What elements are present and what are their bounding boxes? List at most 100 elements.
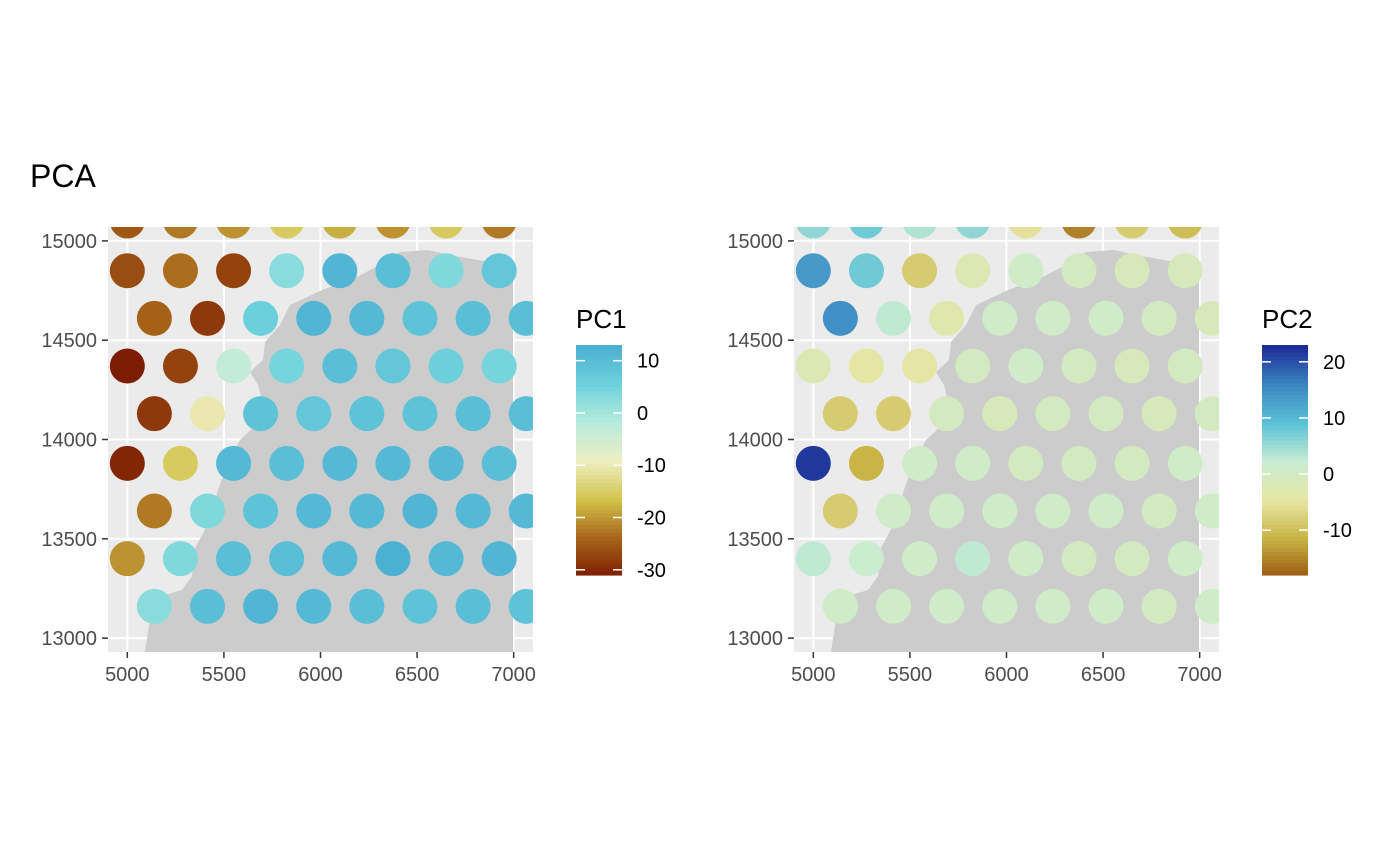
- spot-point: [136, 493, 172, 529]
- pc2-panel: 5000 5500 6000 6500 7000 13000 13500 14000 14500…: [727, 227, 1222, 686]
- legend-gradient-band: [576, 356, 622, 361]
- legend-gradient-band: [576, 571, 622, 576]
- x-tick-label: 5500: [202, 664, 247, 686]
- legend-gradient-band: [576, 414, 622, 419]
- legend-gradient-band: [1262, 571, 1308, 576]
- legend-gradient-band: [576, 517, 622, 522]
- legend-gradient-band: [576, 387, 622, 392]
- legend-gradient-band: [1262, 509, 1308, 515]
- legend-gradient-band: [1262, 502, 1308, 507]
- spot-point: [243, 396, 279, 432]
- spot-point: [1061, 541, 1097, 577]
- spot-point: [1088, 396, 1124, 432]
- spot-point: [1061, 445, 1097, 481]
- legend-gradient-band: [576, 433, 622, 438]
- spot-point: [982, 396, 1018, 432]
- legend-gradient-band: [576, 563, 622, 568]
- legend-gradient-band: [576, 421, 622, 427]
- y-tick-label: 14500: [41, 330, 97, 352]
- legend-gradient-band: [1262, 414, 1308, 419]
- legend-gradient-band: [576, 402, 622, 407]
- spot-point: [1008, 253, 1044, 289]
- legend-gradient-band: [1262, 352, 1308, 358]
- legend-gradient-band: [1262, 433, 1308, 438]
- legend-gradient-band: [1262, 391, 1308, 396]
- spot-point: [375, 348, 411, 384]
- y-tick-label: 13000: [41, 628, 97, 650]
- spot-point: [982, 300, 1018, 336]
- legend-gradient-band: [1262, 406, 1308, 411]
- legend-gradient-band: [1262, 383, 1308, 388]
- spot-point: [322, 445, 358, 481]
- spot-point: [296, 300, 332, 336]
- spot-point: [216, 253, 252, 289]
- spot-point: [402, 493, 438, 529]
- legend-gradient-band: [576, 406, 622, 411]
- legend-gradient-band: [576, 452, 622, 457]
- spot-point: [903, 227, 937, 239]
- legend-gradient-band: [1262, 368, 1308, 373]
- legend-gradient-band: [576, 475, 622, 480]
- y-tick-label: 14000: [727, 430, 783, 452]
- spot-point: [402, 588, 438, 624]
- legend-gradient-band: [576, 352, 622, 358]
- legend-gradient-band: [1262, 494, 1308, 499]
- legend-gradient-band: [1262, 448, 1308, 453]
- spot-point: [136, 300, 172, 336]
- legend-gradient-band: [576, 368, 622, 373]
- legend-gradient-band: [576, 471, 622, 476]
- spot-point: [795, 541, 831, 577]
- legend-gradient-band: [576, 463, 622, 469]
- legend-gradient-band: [576, 345, 622, 350]
- legend-gradient-band: [1262, 525, 1308, 530]
- legend-gradient-band: [1262, 421, 1308, 427]
- legend-gradient-band: [1262, 486, 1308, 492]
- legend-gradient-band: [1262, 475, 1308, 480]
- spot-point: [902, 445, 938, 481]
- legend-gradient-band: [1262, 394, 1308, 400]
- spot-point: [322, 253, 358, 289]
- pc1-panel: 5000 5500 6000 6500 7000 13000 13500 14000 14500…: [41, 227, 536, 686]
- spot-point: [508, 396, 533, 432]
- spot-point: [875, 300, 911, 336]
- legend-gradient-band: [1262, 471, 1308, 476]
- legend-label: 10: [637, 351, 659, 373]
- legend-gradient-band: [1262, 402, 1308, 407]
- pc1-legend: PC1 10 0 -10 -20 -30: [576, 304, 666, 582]
- spot-point: [375, 445, 411, 481]
- spot-point: [1035, 300, 1071, 336]
- spot-point: [243, 588, 279, 624]
- legend-gradient-band: [1262, 456, 1308, 461]
- spot-point: [1062, 227, 1096, 239]
- spot-point: [849, 227, 883, 239]
- spot-point: [189, 300, 225, 336]
- spot-point: [822, 493, 858, 529]
- legend-gradient-band: [576, 509, 622, 515]
- spot-point: [322, 348, 358, 384]
- spot-point: [269, 348, 305, 384]
- spot-point: [1114, 348, 1150, 384]
- legend-gradient-band: [1262, 364, 1308, 369]
- spot-point: [1061, 348, 1097, 384]
- legend-gradient-band: [1262, 517, 1308, 522]
- legend-label: 0: [1323, 464, 1334, 486]
- spot-point: [1009, 227, 1043, 239]
- spot-point: [296, 588, 332, 624]
- spot-point: [1194, 588, 1219, 624]
- x-tick-label: 5500: [888, 664, 933, 686]
- spot-point: [508, 588, 533, 624]
- legend-gradient-band: [1262, 463, 1308, 469]
- spot-point: [455, 493, 491, 529]
- spot-point: [428, 445, 464, 481]
- legend-gradient-band: [576, 383, 622, 388]
- spot-point: [875, 588, 911, 624]
- legend-gradient-band: [576, 425, 622, 430]
- spot-point: [1194, 493, 1219, 529]
- legend-gradient-band: [1262, 552, 1308, 557]
- spot-point: [822, 396, 858, 432]
- spot-point: [189, 493, 225, 529]
- spot-point: [269, 445, 305, 481]
- x-tick-label: 6000: [984, 664, 1029, 686]
- legend-label: 10: [1323, 408, 1345, 430]
- spot-point: [109, 253, 145, 289]
